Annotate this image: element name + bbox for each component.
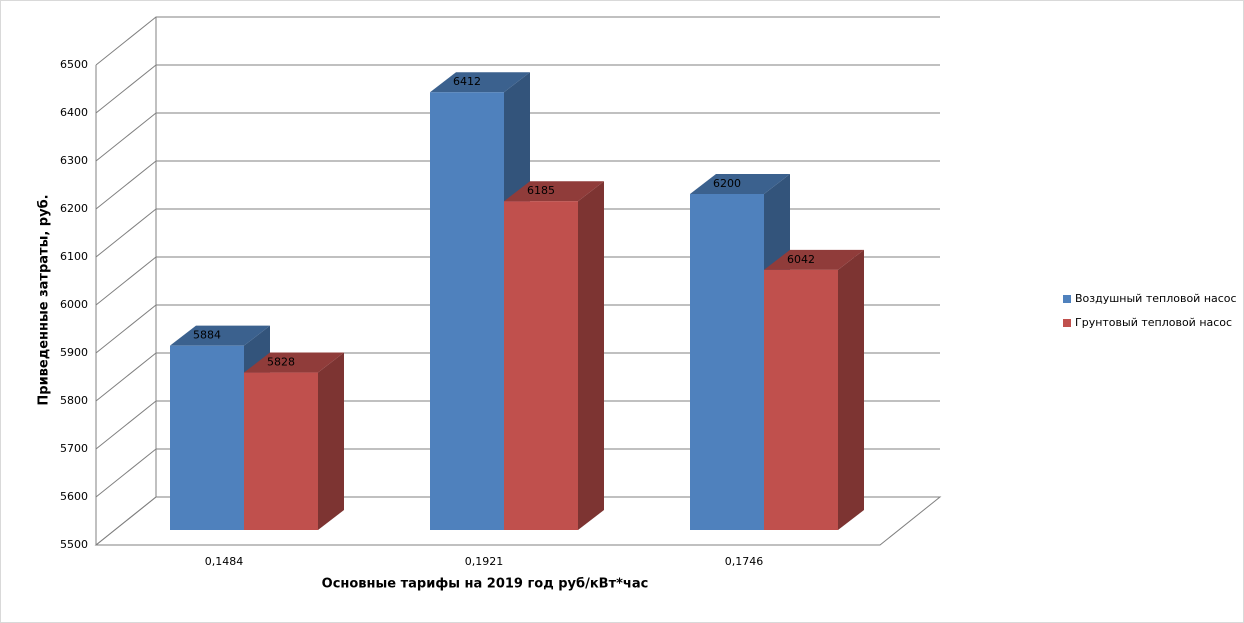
grid-line xyxy=(95,448,940,498)
legend-swatch xyxy=(1063,319,1071,327)
bar xyxy=(170,325,270,530)
bar-top xyxy=(764,249,864,270)
bar-top xyxy=(244,352,344,373)
grid-line xyxy=(95,256,940,306)
grid-line xyxy=(95,400,940,450)
bar xyxy=(504,181,604,530)
legend-label: Воздушный тепловой насос xyxy=(1075,292,1237,305)
grid-line xyxy=(95,64,940,114)
data-label: 6042 xyxy=(787,253,815,266)
data-label: 6412 xyxy=(453,75,481,88)
bar-front xyxy=(764,269,838,530)
data-label: 6185 xyxy=(527,184,555,197)
bar-side xyxy=(578,181,604,530)
y-tick-label: 6000 xyxy=(60,298,88,311)
bar-side xyxy=(838,249,864,530)
y-tick-label: 6400 xyxy=(60,106,88,119)
y-tick-label: 6500 xyxy=(60,58,88,71)
y-tick-label: 6100 xyxy=(60,250,88,263)
bar-top xyxy=(170,325,270,346)
y-tick-label: 6300 xyxy=(60,154,88,167)
data-label: 5884 xyxy=(193,329,221,342)
x-axis-title: Основные тарифы на 2019 год руб/кВт*час xyxy=(322,577,649,592)
legend-label: Грунтовый тепловой насос xyxy=(1075,316,1232,329)
bar-front xyxy=(244,372,318,530)
bar-front xyxy=(430,92,504,531)
grid-line xyxy=(95,496,940,546)
grid-line xyxy=(95,208,940,258)
x-tick-label: 0,1484 xyxy=(205,555,244,568)
grid-line xyxy=(95,352,940,402)
bar xyxy=(764,249,864,530)
bar-top xyxy=(690,174,790,194)
y-tick-label: 6200 xyxy=(60,202,88,215)
legend-swatch xyxy=(1063,295,1071,303)
bar xyxy=(244,352,344,530)
y-tick-label: 5900 xyxy=(60,346,88,359)
y-tick-label: 5700 xyxy=(60,442,88,455)
y-tick-label: 5500 xyxy=(60,538,88,551)
bar-top xyxy=(504,181,604,202)
grid-line xyxy=(95,112,940,162)
bar-top xyxy=(430,72,530,93)
x-tick-label: 0,1746 xyxy=(725,555,764,568)
y-tick-label: 5800 xyxy=(60,394,88,407)
x-tick-label: 0,1921 xyxy=(465,555,504,568)
grid-line xyxy=(95,160,940,210)
bar-front xyxy=(170,345,244,530)
grid-line xyxy=(95,16,940,66)
bar xyxy=(690,174,790,530)
y-tick-label: 5600 xyxy=(60,490,88,503)
bar-front xyxy=(504,201,578,530)
bar-side xyxy=(318,352,344,530)
data-label: 6200 xyxy=(713,177,741,190)
y-axis-title: Приведенные затраты, руб. xyxy=(37,194,52,405)
grid-line xyxy=(95,304,940,354)
data-label: 5828 xyxy=(267,356,295,369)
bar-front xyxy=(690,194,764,530)
